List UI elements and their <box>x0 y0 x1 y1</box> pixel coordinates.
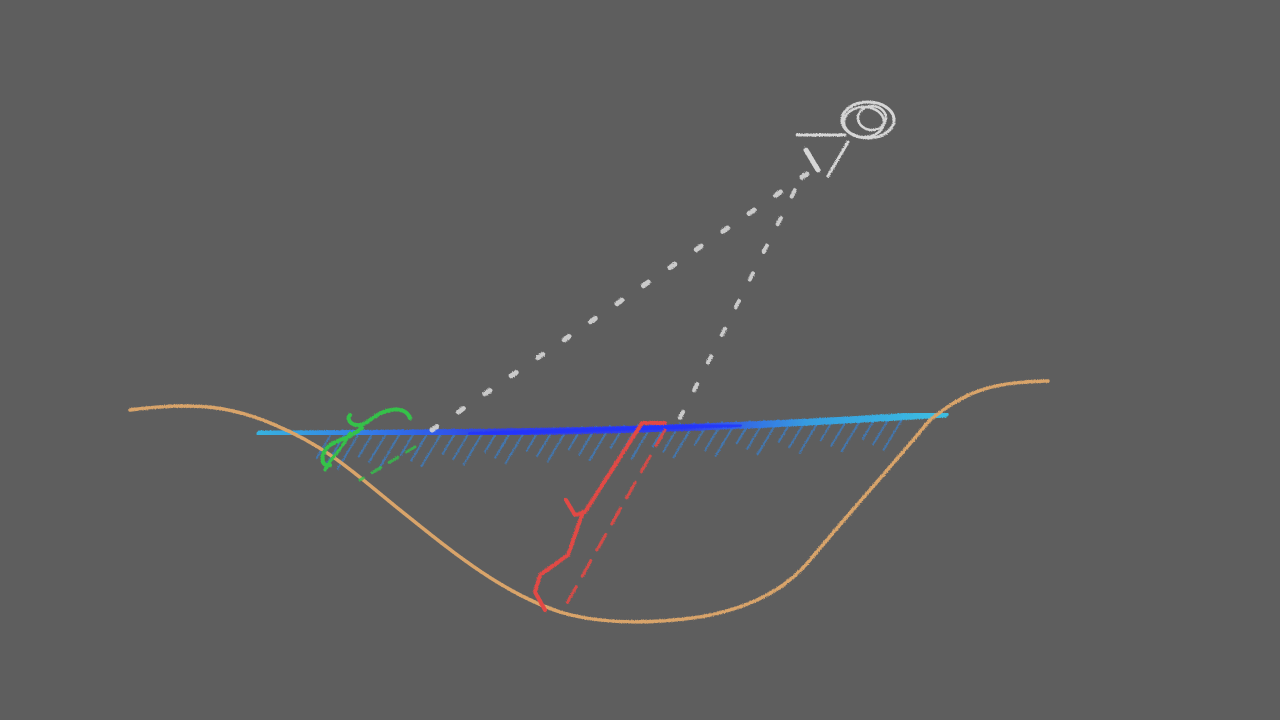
incoming-ray-upper <box>429 162 823 433</box>
hatch-stroke <box>882 414 905 451</box>
hatch-stroke <box>399 432 415 457</box>
terrain-outline <box>128 379 1050 624</box>
hatch-stroke <box>420 431 443 468</box>
incoming-ray-lower <box>678 178 802 420</box>
hatch-stroke <box>462 429 485 466</box>
hatch-stroke <box>357 433 373 458</box>
hatch-stroke <box>315 435 331 459</box>
refracted-ray <box>533 421 667 612</box>
hatch-stroke <box>840 416 863 453</box>
sun-icon <box>795 100 896 178</box>
hatch-stroke <box>410 431 429 462</box>
plant-icon <box>320 407 417 482</box>
dashed-extension <box>561 428 667 612</box>
hatch-stroke <box>368 433 387 464</box>
hatch-stroke <box>378 432 401 469</box>
water-surface-highlight <box>468 423 742 436</box>
